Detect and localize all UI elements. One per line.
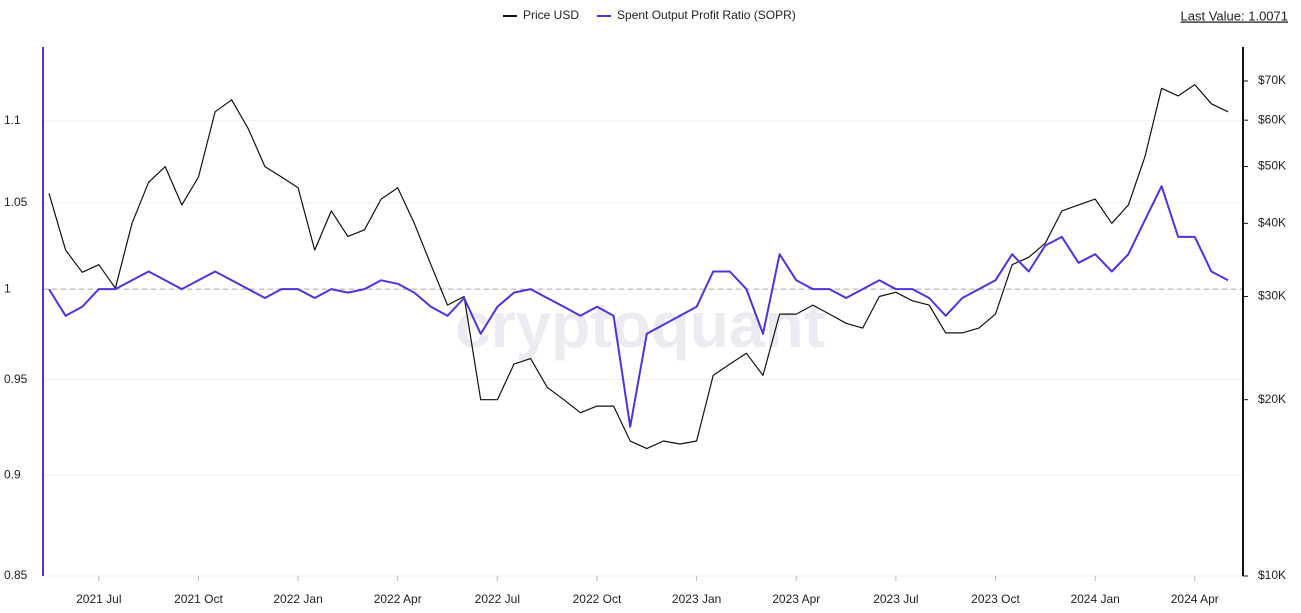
x-tick-label: 2022 Jul	[475, 592, 520, 606]
y-tick-label: 0.85	[4, 568, 28, 582]
y2-tick-label: $20K	[1258, 392, 1286, 406]
x-tick-label: 2024 Jan	[1070, 592, 1119, 606]
legend: Price USD Spent Output Profit Ratio (SOPR…	[503, 8, 796, 22]
last-value: Last Value: 1.0071	[1181, 8, 1288, 23]
x-tick-label: 2023 Jul	[873, 592, 918, 606]
x-tick-label: 2023 Jan	[672, 592, 721, 606]
y2-tick-label: $40K	[1258, 216, 1286, 230]
x-tick-label: 2022 Apr	[374, 592, 422, 606]
y2-tick-label: $70K	[1258, 73, 1286, 87]
y2-tick-label: $30K	[1258, 289, 1286, 303]
x-tick-label: 2021 Jul	[76, 592, 121, 606]
x-tick-label: 2024 Apr	[1171, 592, 1219, 606]
x-tick-label: 2023 Apr	[772, 592, 820, 606]
x-tick-label: 2022 Oct	[573, 592, 622, 606]
y2-tick-label: $60K	[1258, 112, 1286, 126]
y-tick-label: 1.05	[4, 195, 28, 209]
x-tick-label: 2023 Oct	[971, 592, 1020, 606]
series-line	[48, 84, 1229, 450]
y-tick-label: 0.95	[4, 372, 28, 386]
y2-tick-label: $10K	[1258, 568, 1286, 582]
series-line	[48, 185, 1229, 428]
y-tick-label: 1	[4, 281, 11, 295]
legend-label: Price USD	[523, 8, 579, 22]
x-tick-label: 2021 Oct	[174, 592, 223, 606]
watermark: cryptoquant	[455, 289, 825, 361]
y-tick-label: 0.9	[4, 467, 21, 481]
y-tick-label: 1.1	[4, 113, 21, 127]
x-tick-label: 2022 Jan	[273, 592, 322, 606]
legend-label: Spent Output Profit Ratio (SOPR)	[617, 8, 796, 22]
y2-tick-label: $50K	[1258, 159, 1286, 173]
